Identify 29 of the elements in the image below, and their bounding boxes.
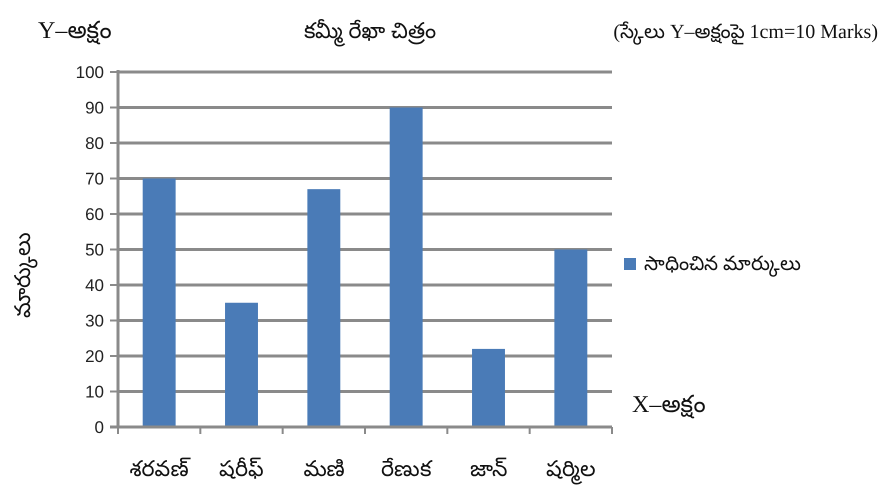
legend-label: సాధించిన మార్కులు <box>644 253 801 277</box>
text: X–అక్షం <box>632 392 706 419</box>
bar <box>142 178 176 427</box>
y-tick-label: 30 <box>85 312 104 330</box>
bar <box>307 189 340 427</box>
chart-title: కమ్మీ రేఖా చిత్రం <box>304 18 436 47</box>
y-axis-title: మార్కులు <box>10 232 38 318</box>
x-tick-label: షరీఫ్ <box>219 456 264 481</box>
y-tick-label: 40 <box>85 276 104 295</box>
y-tick-label: 50 <box>85 240 104 260</box>
x-tick-label: శరవణ్ <box>130 456 192 481</box>
text: (స్కేలు Y–అక్షంపై 1cm=10 Marks) <box>613 21 878 45</box>
y-tick-label: 0 <box>94 418 104 437</box>
x-tick-label: మణి <box>303 456 344 481</box>
y-tick-label: 90 <box>85 98 104 118</box>
bar <box>225 302 258 427</box>
bar <box>554 250 588 427</box>
y-tick-label: 60 <box>85 205 104 224</box>
y-tick-label: 10 <box>85 382 104 402</box>
y-tick-label: 80 <box>85 134 104 153</box>
y-tick-label: 20 <box>85 347 104 366</box>
x-tick-label: జాన్ <box>470 456 507 481</box>
bar <box>472 348 505 427</box>
text: Y–అక్షం <box>38 18 112 45</box>
x-tick-label: రేణుక <box>381 456 434 481</box>
y-tick-label: 70 <box>85 170 104 188</box>
bar <box>390 108 423 427</box>
y-tick-label: 100 <box>76 63 104 82</box>
x-tick-label: షర్మిల <box>546 456 596 485</box>
